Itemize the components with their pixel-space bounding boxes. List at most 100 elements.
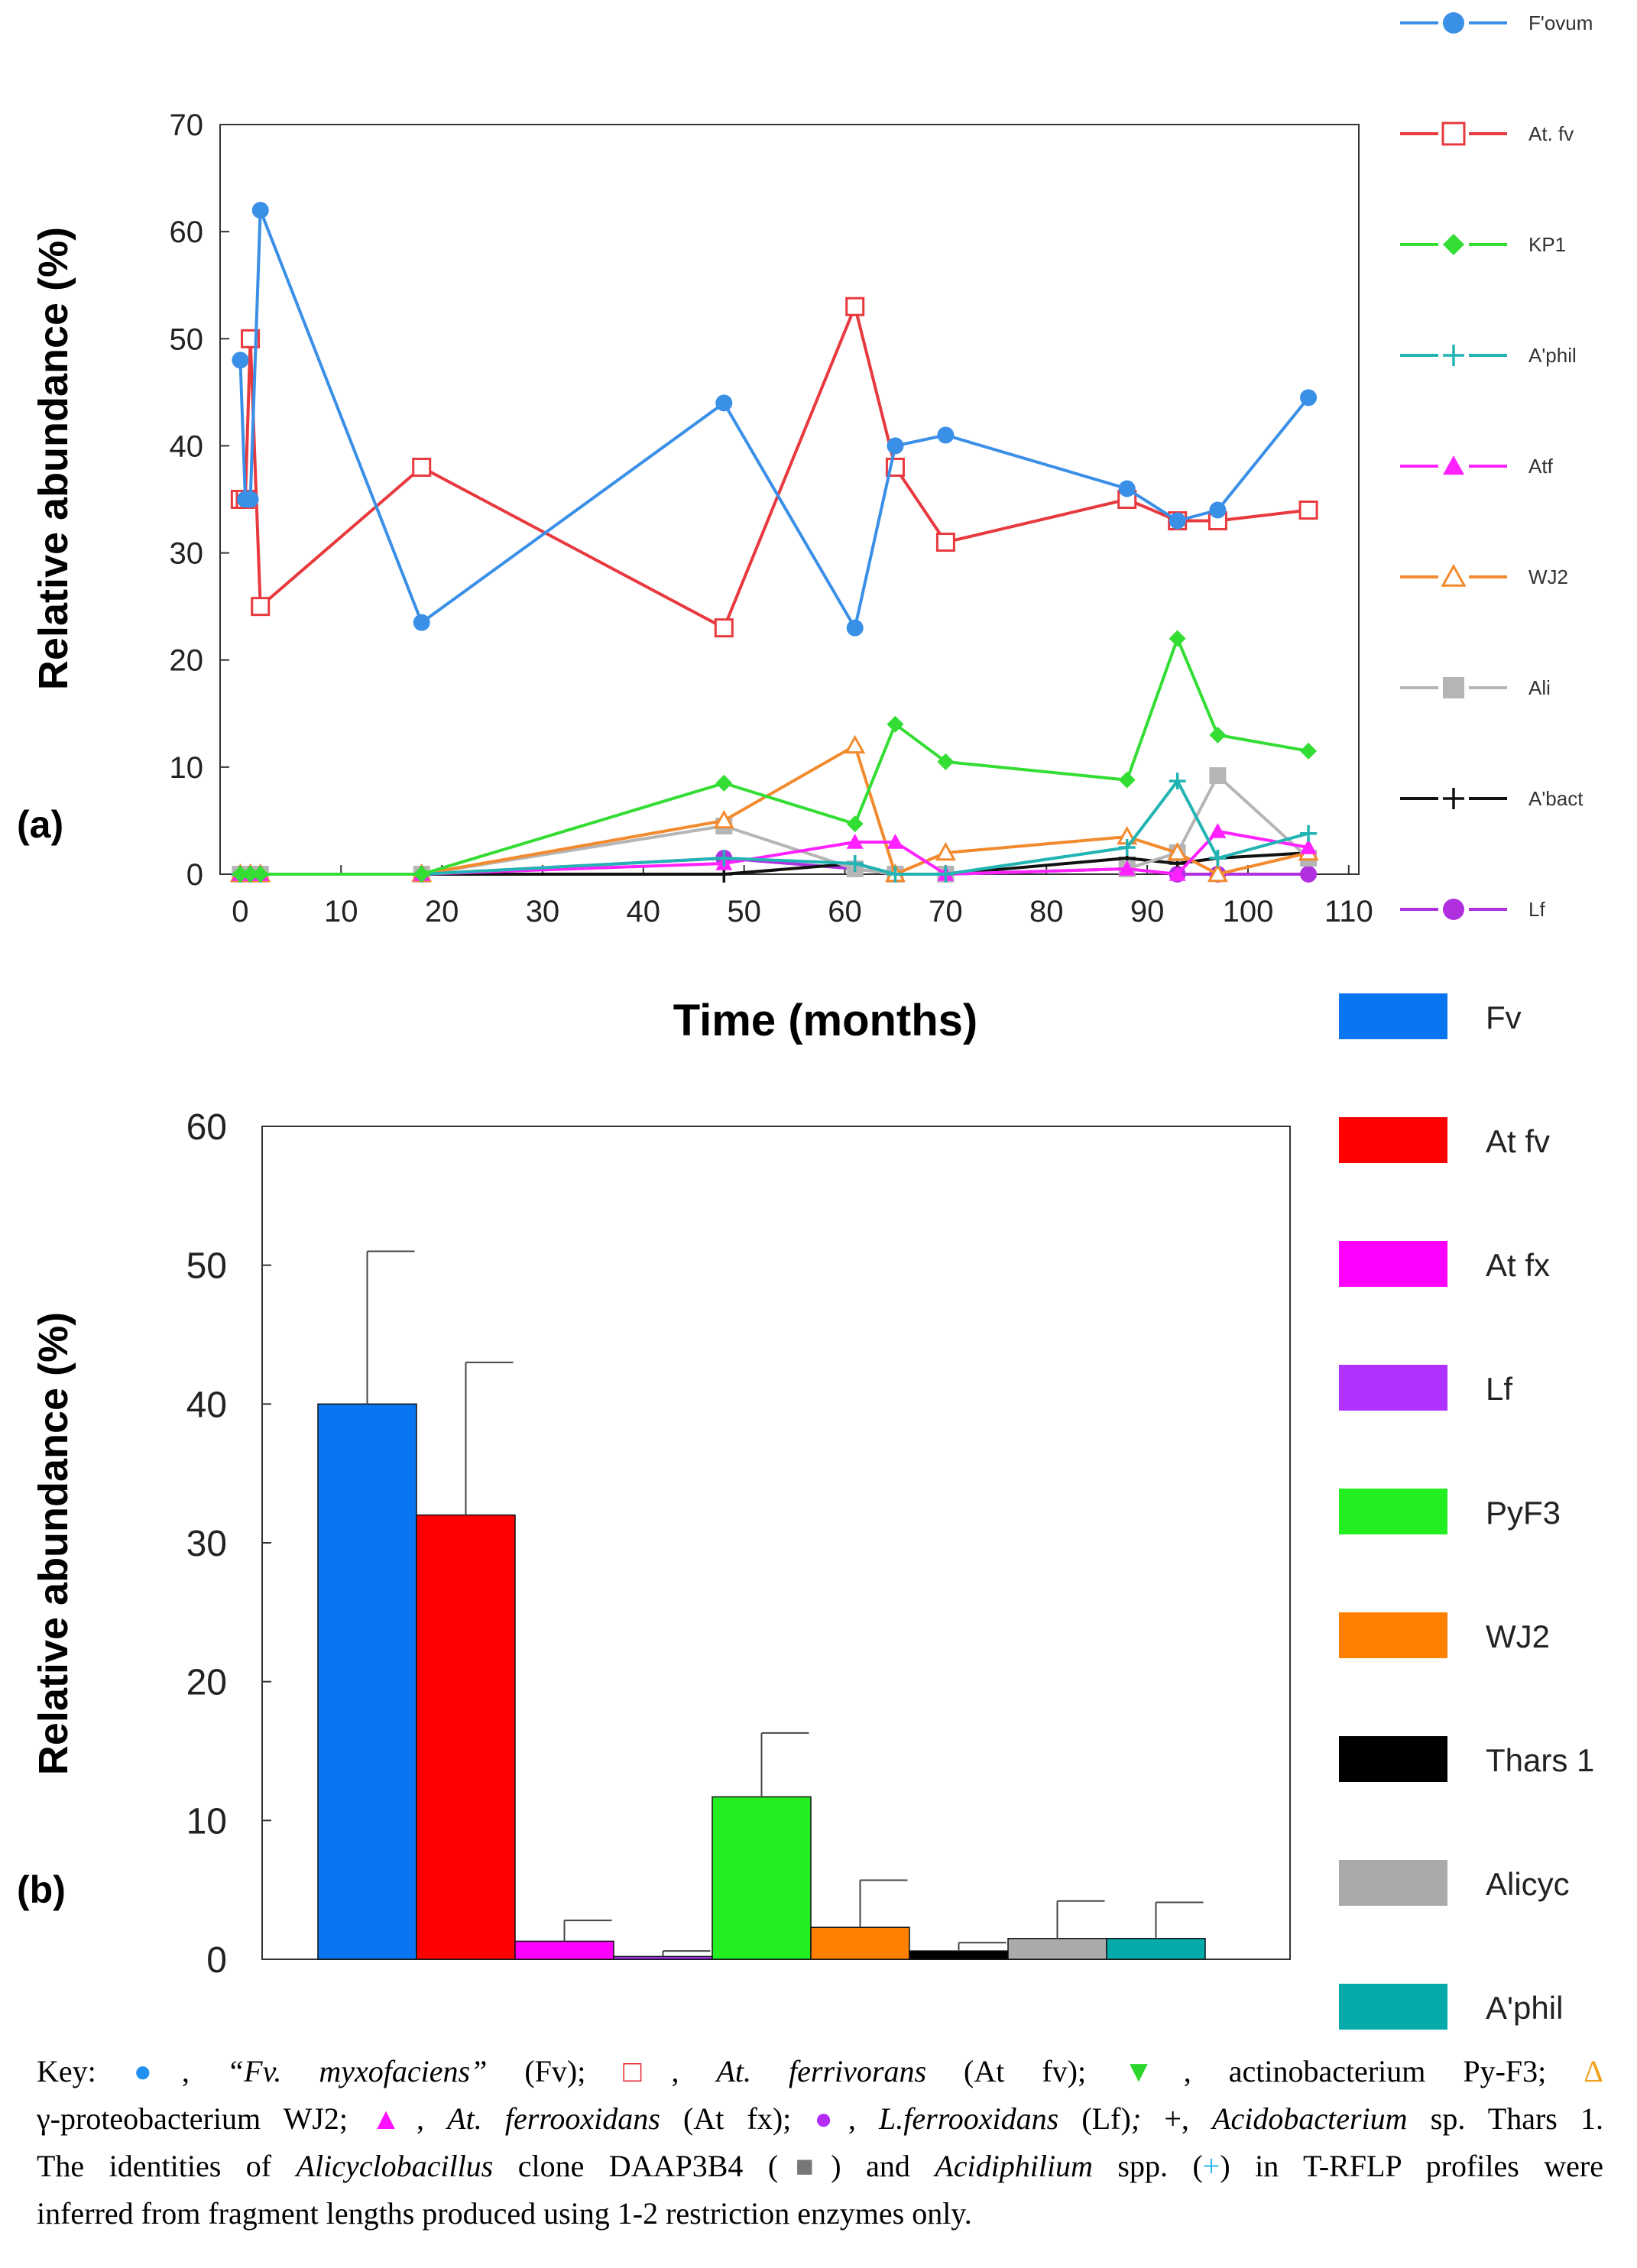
data-point-kp1 [887, 715, 904, 733]
legend-label-lf: Lf [1528, 898, 1545, 921]
data-point-wj2 [1207, 863, 1228, 883]
panel-b-y-axis-label: Relative abundance (%) [31, 1312, 76, 1775]
a-x-tick-label: 100 [1223, 895, 1274, 928]
caption-line-4: inferred from fragment lengths produced … [37, 2196, 972, 2231]
data-point-at-fv [412, 457, 432, 477]
b-legend-label-a-phil: A'phil [1486, 1990, 1563, 2026]
fv-symbol: ● [133, 2054, 182, 2088]
b-y-tick-label: 60 [186, 1107, 227, 1148]
bar-group-at-fx [514, 1920, 614, 1960]
legend-label-f-ovum: F'ovum [1528, 11, 1593, 34]
legend-label-a-bact: A'bact [1528, 787, 1584, 810]
panel-a-plot-frame [219, 124, 1360, 875]
a-y-tick-label: 50 [170, 322, 204, 356]
b-legend-swatch-fv [1339, 993, 1447, 1039]
data-point-atf [1118, 860, 1136, 876]
caption-line-1: Key: ●, “Fv. myxofaciens” (Fv); □, At. f… [37, 2054, 1604, 2088]
data-point-wj2 [713, 809, 734, 829]
series-atf [232, 822, 1318, 881]
b-legend-item-lf: Lf [1339, 1365, 1512, 1411]
caption-fv-name: “Fv. myxofaciens” [226, 2054, 488, 2088]
data-point-a-phil [1300, 825, 1318, 842]
data-point-kp1 [1169, 630, 1186, 647]
data-point-at-fv [714, 618, 734, 638]
data-point-a-phil [887, 866, 904, 883]
data-point-a-phil [1118, 838, 1136, 856]
b-legend-swatch-a-phil [1339, 1984, 1447, 2030]
a-x-tick-label: 110 [1324, 895, 1373, 928]
legend-item-at-fv: At. fv [1400, 122, 1574, 146]
pyf3-symbol: ▼ [1123, 2054, 1184, 2088]
data-point-kp1 [232, 866, 249, 883]
panel-b-label: (b) [17, 1868, 66, 1911]
data-point-kp1 [846, 815, 864, 833]
b-y-tick-label: 10 [186, 1801, 227, 1842]
b-y-tick-label: 50 [186, 1246, 227, 1287]
legend-item-atf: Atf [1400, 455, 1554, 478]
data-point-a-phil [937, 866, 955, 883]
legend-marker-wj2 [1441, 563, 1467, 587]
b-legend-label-at-fx: At fx [1486, 1247, 1550, 1283]
data-point-f-ovum [1118, 480, 1136, 497]
caption-atfx-name: At. ferrooxidans [447, 2101, 660, 2136]
atfv-symbol: □ [623, 2054, 672, 2088]
a-x-tick-label: 20 [425, 895, 459, 928]
bar-a-phil [1106, 1938, 1206, 1960]
legend-label-wj2: WJ2 [1528, 565, 1568, 588]
data-point-f-ovum [1209, 501, 1227, 519]
bar-group-fv [317, 1250, 417, 1960]
aphil-symbol: + [1202, 2149, 1220, 2183]
caption-atfv-abbr: (At fv); [964, 2054, 1087, 2088]
data-point-lf [1300, 866, 1318, 883]
data-point-kp1 [1300, 742, 1318, 760]
series-line-kp1 [240, 637, 1309, 876]
b-legend-item-a-phil: A'phil [1339, 1984, 1563, 2030]
bar-at-fv [416, 1514, 516, 1960]
b-legend-swatch-wj2 [1339, 1612, 1447, 1658]
data-point-f-ovum [887, 437, 904, 455]
caption-key-label: Key: [37, 2054, 96, 2088]
data-point-atf [1169, 866, 1186, 881]
series-line-atf [240, 829, 1309, 876]
caption-wj2: γ-proteobacterium WJ2; [37, 2101, 348, 2136]
legend-item-a-bact: A'bact [1400, 787, 1584, 810]
caption-l3-d: spp. ( [1117, 2149, 1203, 2183]
b-legend-label-pyf3: PyF3 [1486, 1495, 1561, 1531]
data-point-f-ovum [241, 491, 259, 508]
b-legend-label-thars-1: Thars 1 [1486, 1742, 1594, 1778]
caption-thars: sp. Thars 1. [1430, 2101, 1604, 2136]
series-a-phil [232, 773, 1318, 883]
data-point-kp1 [251, 866, 269, 883]
b-legend-item-thars-1: Thars 1 [1339, 1736, 1594, 1782]
a-x-tick-label: 40 [627, 895, 661, 928]
a-x-tick-label: 0 [232, 895, 248, 928]
a-y-tick-label: 10 [170, 751, 204, 785]
series-f-ovum [232, 202, 1318, 637]
caption-l3-a: The identities of [37, 2149, 272, 2183]
a-y-tick-label: 20 [170, 644, 204, 678]
bar-at-fx [514, 1940, 614, 1960]
legend-label-at-fv: At. fv [1528, 122, 1574, 145]
b-legend-swatch-pyf3 [1339, 1489, 1447, 1534]
data-point-f-ovum [846, 619, 864, 637]
legend-item-f-ovum: F'ovum [1400, 11, 1593, 34]
legend-label-ali: Ali [1528, 676, 1551, 699]
caption-lf-name: L.ferrooxidans [879, 2101, 1059, 2136]
bar-fv [317, 1403, 417, 1960]
panel-a-y-axis-label: Relative abundance (%) [31, 227, 76, 690]
series-at-fv [230, 296, 1318, 638]
data-point-f-ovum [232, 352, 249, 369]
bar-group-thars-1 [909, 1942, 1009, 1960]
data-point-ali [1209, 767, 1227, 785]
data-point-wj2 [935, 841, 956, 861]
b-legend-item-alicyc: Alicyc [1339, 1860, 1570, 1906]
caption-atfx-abbr: (At fx); [683, 2101, 792, 2136]
data-point-kp1 [937, 753, 955, 770]
data-point-kp1 [715, 774, 733, 792]
b-legend-item-wj2: WJ2 [1339, 1612, 1550, 1658]
data-point-kp1 [1118, 771, 1136, 789]
data-point-wj2 [1167, 841, 1188, 861]
data-point-f-ovum [937, 426, 955, 444]
caption-line-3: The identities of Alicyclobacillus clone… [37, 2143, 1603, 2190]
b-legend-label-alicyc: Alicyc [1486, 1866, 1570, 1902]
